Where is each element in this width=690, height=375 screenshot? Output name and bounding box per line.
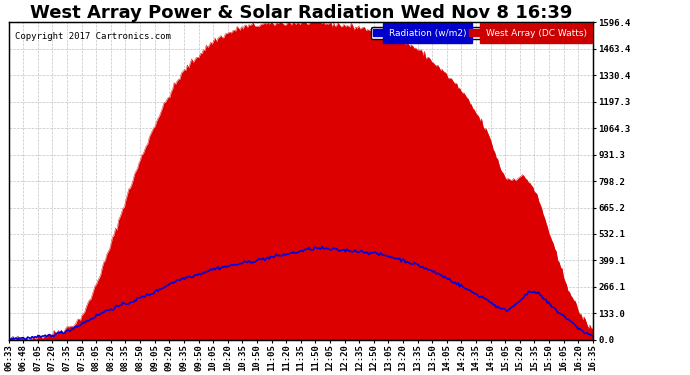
Legend: Radiation (w/m2), West Array (DC Watts): Radiation (w/m2), West Array (DC Watts) bbox=[371, 27, 589, 39]
Text: Copyright 2017 Cartronics.com: Copyright 2017 Cartronics.com bbox=[14, 32, 170, 41]
Title: West Array Power & Solar Radiation Wed Nov 8 16:39: West Array Power & Solar Radiation Wed N… bbox=[30, 4, 572, 22]
